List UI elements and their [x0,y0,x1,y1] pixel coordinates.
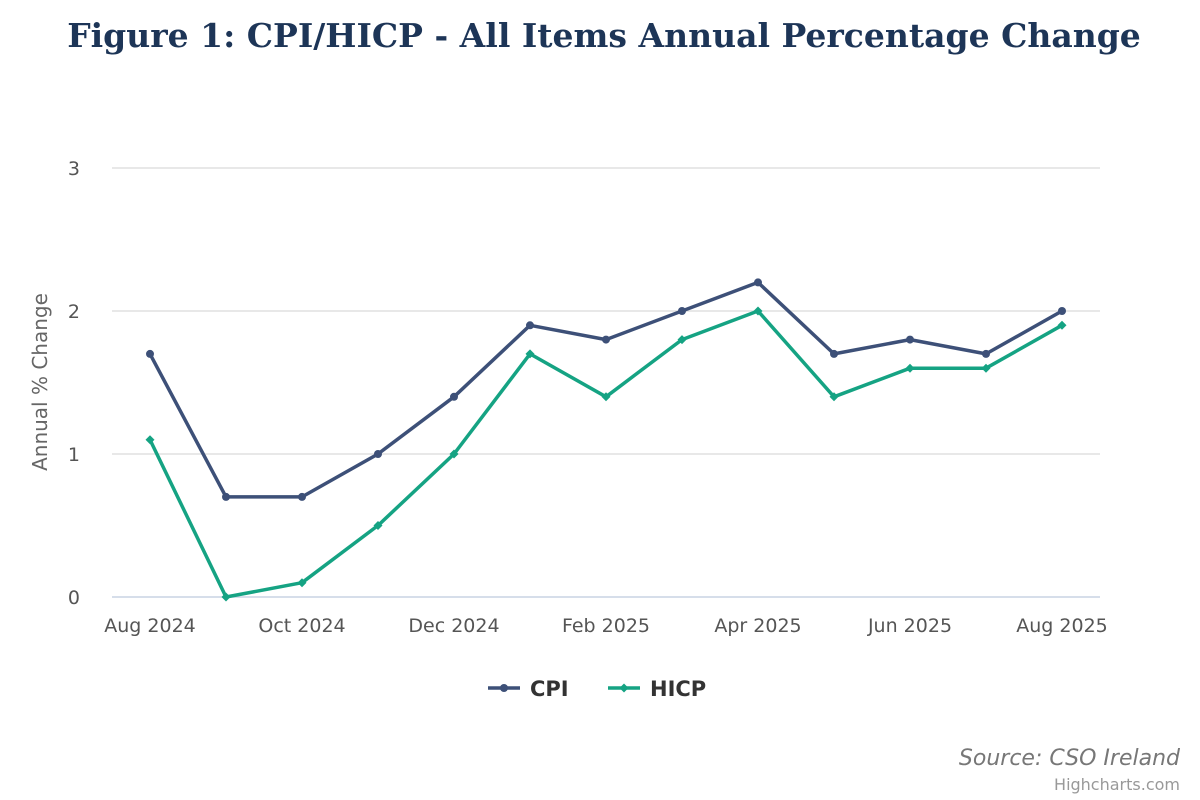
hicp-point[interactable] [525,349,535,359]
legend-marker-hicp [619,683,629,693]
cpi-point[interactable] [146,349,154,358]
y-axis-title: Annual % Change [28,293,52,471]
y-axis-tick-labels: 0 1 2 3 [68,158,80,609]
cpi-point[interactable] [830,349,838,358]
x-tick-label: Feb 2025 [562,615,650,637]
cpi-point[interactable] [374,450,382,458]
hicp-point[interactable] [449,449,459,459]
chart-title: Figure 1: CPI/HICP - All Items Annual Pe… [67,16,1141,55]
hicp-point[interactable] [905,363,915,373]
legend-item-hicp[interactable]: HICP [608,677,706,701]
y-tick-label: 2 [68,301,80,323]
legend-label-cpi: CPI [530,677,569,701]
hicp-point[interactable] [601,392,611,402]
cpi-point[interactable] [298,492,306,501]
cpi-point[interactable] [678,307,686,315]
x-axis-tick-labels: Aug 2024 Oct 2024 Dec 2024 Feb 2025 Apr 2025… [104,615,1108,637]
y-tick-label: 3 [68,158,80,180]
hicp-point[interactable] [753,306,763,316]
hicp-point[interactable] [297,578,307,588]
cpi-point[interactable] [526,321,534,330]
cpi-point[interactable] [982,349,990,358]
cpi-point[interactable] [450,392,458,401]
legend: CPI HICP [488,677,706,701]
cpi-point[interactable] [602,335,610,344]
legend-item-cpi[interactable]: CPI [488,677,569,701]
x-tick-label: Aug 2024 [104,615,196,637]
y-tick-label: 1 [68,444,80,466]
cpi-point[interactable] [906,335,914,344]
hicp-point[interactable] [221,592,231,602]
series-lines [145,278,1067,602]
x-tick-label: Apr 2025 [714,615,801,637]
legend-marker-cpi [500,684,508,692]
cpi-series[interactable] [146,278,1066,501]
cpi-point[interactable] [222,492,230,501]
cpi-point[interactable] [1058,307,1066,315]
hicp-point[interactable] [981,363,991,373]
y-tick-label: 0 [68,587,80,609]
hicp-point[interactable] [1057,320,1067,330]
hicp-point[interactable] [145,435,155,445]
x-tick-label: Oct 2024 [258,615,345,637]
cpi-point[interactable] [754,278,762,287]
hicp-point[interactable] [677,335,687,345]
hicp-point[interactable] [373,521,383,530]
x-tick-label: Dec 2024 [408,615,499,637]
hicp-series[interactable] [145,306,1067,602]
hicp-point[interactable] [829,392,839,402]
legend-label-hicp: HICP [650,677,706,701]
x-tick-label: Aug 2025 [1016,615,1108,637]
source-note: Source: CSO Ireland [959,746,1181,771]
x-tick-label: Jun 2025 [867,615,952,637]
gridlines [112,167,1100,598]
cpi-line[interactable] [148,280,1064,499]
credits-link[interactable]: Highcharts.com [1054,775,1180,794]
